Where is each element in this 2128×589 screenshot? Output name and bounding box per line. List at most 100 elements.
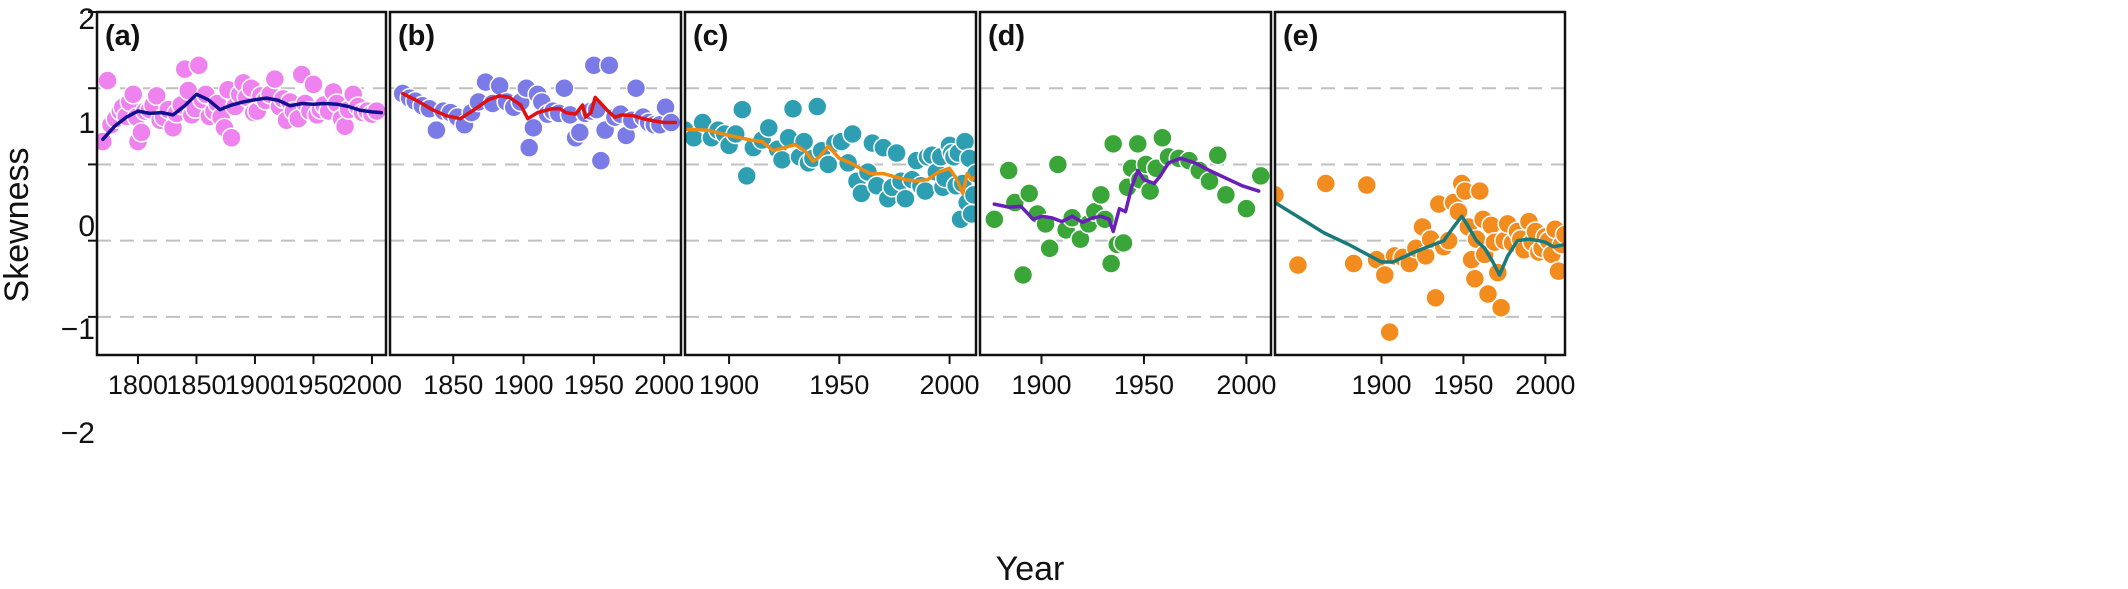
data-point xyxy=(1554,224,1565,245)
x-tick-label: 2000 xyxy=(634,370,694,400)
data-point xyxy=(1379,321,1400,343)
plot-area xyxy=(1275,173,1565,343)
data-point xyxy=(221,127,242,149)
plot-area xyxy=(97,55,386,152)
data-point xyxy=(586,99,607,120)
panel-label: (b) xyxy=(398,20,435,52)
panel-label: (c) xyxy=(693,20,728,52)
data-point xyxy=(793,131,815,152)
x-tick-label: 2000 xyxy=(920,370,980,400)
x-tick-label: 1950 xyxy=(809,370,869,400)
x-tick-label: 1950 xyxy=(564,370,624,400)
trend-line xyxy=(400,91,678,125)
data-point xyxy=(334,116,356,137)
trend-line xyxy=(101,92,384,142)
x-tick-label: 2000 xyxy=(342,370,402,400)
data-point xyxy=(782,98,804,120)
data-point xyxy=(1039,238,1060,259)
plot-area xyxy=(685,96,976,230)
data-point xyxy=(1275,184,1286,206)
trend-line xyxy=(1275,200,1565,277)
data-point xyxy=(1374,264,1396,286)
plot-area xyxy=(984,127,1271,286)
x-tick-label: 1800 xyxy=(108,370,168,400)
y-axis: 2 1 0 −1 −2 Skewness xyxy=(0,3,97,450)
y-axis-label: Skewness xyxy=(0,148,36,303)
data-point xyxy=(1047,154,1069,175)
data-point xyxy=(1469,180,1491,202)
data-point xyxy=(984,209,1005,230)
panel-frame xyxy=(95,10,388,357)
data-point xyxy=(1018,183,1040,204)
y-tick-label: 1 xyxy=(78,107,95,140)
data-point xyxy=(736,165,757,187)
trend-line xyxy=(992,156,1261,234)
data-point xyxy=(1152,127,1173,149)
data-point xyxy=(732,99,753,120)
data-point xyxy=(1356,174,1378,196)
data-point xyxy=(961,203,976,225)
data-point xyxy=(807,96,828,117)
data-point xyxy=(518,137,540,158)
data-point xyxy=(886,142,907,164)
x-tick-label: 1950 xyxy=(283,370,343,400)
y-tick-label: −1 xyxy=(61,313,95,346)
x-tick-label: 2000 xyxy=(1216,370,1276,400)
panel-c: (c) 1900 1950 2000 xyxy=(683,10,980,400)
data-point xyxy=(1207,145,1228,166)
data-point xyxy=(625,77,647,99)
data-point xyxy=(97,70,118,91)
panel-label: (a) xyxy=(105,20,140,52)
trend-line xyxy=(685,127,976,196)
data-point xyxy=(963,184,976,206)
data-point xyxy=(1250,165,1271,187)
data-point xyxy=(1464,268,1486,290)
data-point xyxy=(123,84,144,105)
panel-label: (d) xyxy=(988,20,1025,52)
data-point xyxy=(1215,184,1237,206)
x-tick-label: 1900 xyxy=(225,370,285,400)
data-point xyxy=(1090,184,1112,206)
data-point xyxy=(1477,283,1499,305)
data-point xyxy=(954,131,976,152)
data-point xyxy=(1102,133,1124,155)
panel-d: (d) 1900 1950 2000 xyxy=(978,10,1276,400)
data-point xyxy=(1113,232,1134,254)
data-point xyxy=(146,85,167,107)
x-tick-label: 2000 xyxy=(1515,370,1575,400)
data-point xyxy=(1548,260,1565,282)
data-point xyxy=(264,68,286,90)
x-tick-label: 1850 xyxy=(166,370,226,400)
panel-b: (b) 1850 1900 1950 2000 xyxy=(388,10,694,400)
data-point xyxy=(569,122,591,143)
x-tick-label: 1900 xyxy=(1011,370,1071,400)
data-point xyxy=(998,160,1019,181)
data-point xyxy=(426,119,447,141)
data-point xyxy=(1127,133,1149,155)
x-tick-label: 1900 xyxy=(699,370,759,400)
panel-label: (e) xyxy=(1283,20,1318,52)
y-tick-label: 2 xyxy=(78,3,95,36)
data-point xyxy=(771,149,793,171)
data-point xyxy=(1287,254,1309,276)
data-point xyxy=(1012,264,1034,286)
data-point xyxy=(915,180,936,202)
y-tick-label: −2 xyxy=(61,417,95,450)
data-point xyxy=(131,122,152,143)
data-point xyxy=(523,117,544,139)
panel-frame xyxy=(978,10,1273,357)
panel-frame xyxy=(683,10,978,357)
data-point xyxy=(895,188,916,209)
x-tick-label: 1950 xyxy=(1114,370,1174,400)
data-point xyxy=(554,77,575,99)
data-point xyxy=(1139,180,1161,202)
data-point xyxy=(1490,297,1512,318)
x-tick-label: 1900 xyxy=(1351,370,1411,400)
plot-area xyxy=(392,55,681,171)
y-tick-label: 0 xyxy=(78,210,95,243)
x-axis-label: Year xyxy=(996,550,1065,588)
data-point xyxy=(590,150,612,171)
data-point xyxy=(188,55,210,76)
